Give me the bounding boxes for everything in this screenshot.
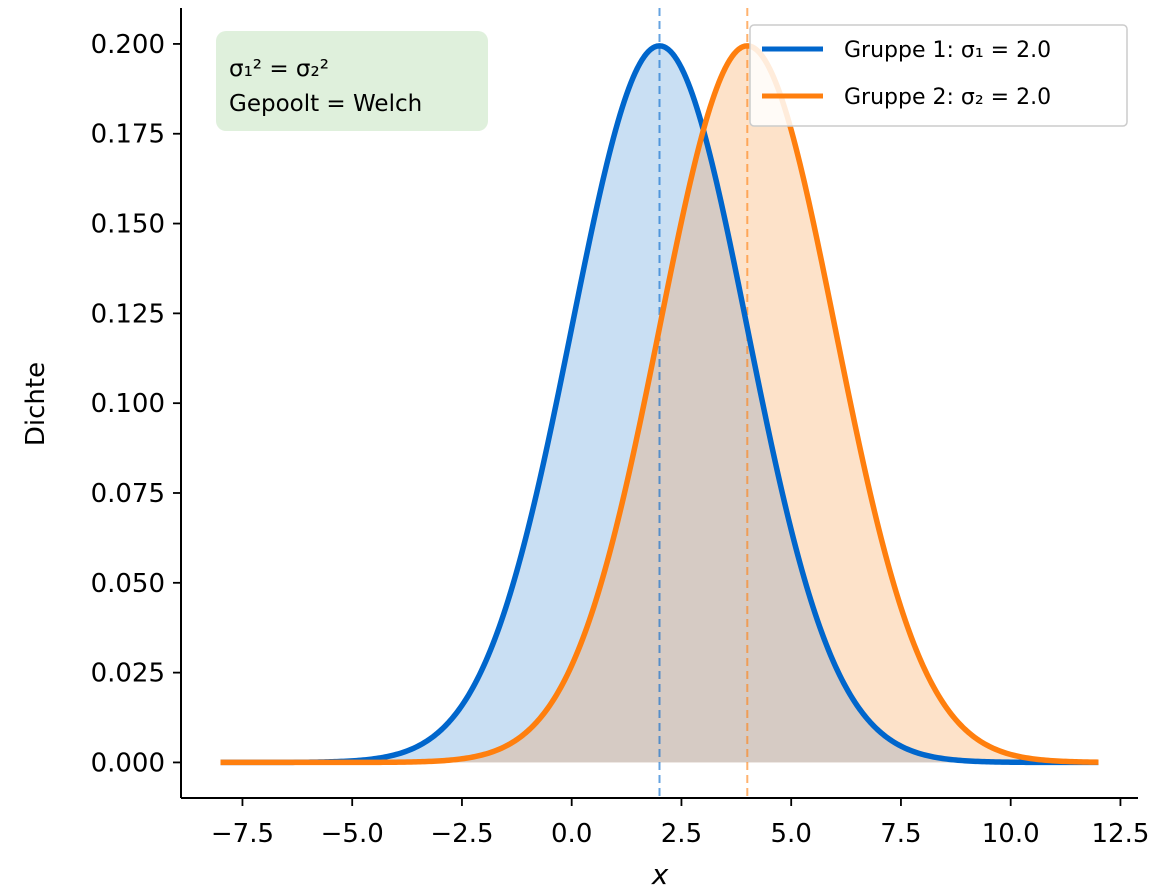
x-tick-label: −5.0 — [321, 819, 384, 849]
y-tick-label: 0.050 — [91, 569, 165, 599]
legend-frame — [749, 24, 1128, 127]
x-tick-label: 12.5 — [1091, 819, 1149, 849]
annotation-line-2: Gepoolt = Welch — [229, 91, 422, 117]
y-tick-label: 0.125 — [91, 299, 165, 329]
y-tick-label: 0.075 — [91, 479, 165, 509]
y-axis-label: Dichte — [21, 362, 51, 446]
x-tick-label: 7.5 — [880, 819, 921, 849]
x-tick-label: 0.0 — [551, 819, 592, 849]
legend-label-series-2: Gruppe 2: σ₂ = 2.0 — [844, 85, 1051, 110]
annotation-background — [216, 31, 488, 131]
x-tick-label: −7.5 — [211, 819, 274, 849]
mean-lines — [658, 8, 749, 798]
x-tick-label: 2.5 — [661, 819, 702, 849]
x-ticks: −7.5 −5.0 −2.5 0.0 2.5 5.0 7.5 10.0 12.5 — [211, 798, 1149, 849]
annotation-line-1: σ₁² = σ₂² — [229, 56, 329, 82]
y-ticks: 0.000 0.025 0.050 0.075 0.100 0.125 0.150 0.175… — [91, 30, 181, 778]
x-axis-label: x — [651, 858, 669, 891]
legend: Gruppe 1: σ₁ = 2.0 Gruppe 2: σ₂ = 2.0 — [749, 24, 1128, 127]
legend-label-series-1: Gruppe 1: σ₁ = 2.0 — [844, 38, 1051, 63]
y-tick-label: 0.175 — [91, 120, 165, 150]
y-tick-label: 0.100 — [91, 389, 165, 419]
x-tick-label: −2.5 — [430, 819, 493, 849]
density-curves — [219, 43, 1100, 766]
y-tick-label: 0.150 — [91, 210, 165, 240]
x-tick-label: 5.0 — [771, 819, 812, 849]
y-tick-label: 0.025 — [91, 659, 165, 689]
y-tick-label: 0.200 — [91, 30, 165, 60]
density-curve-series-2 — [219, 43, 1100, 766]
annotation-box: σ₁² = σ₂² Gepoolt = Welch — [216, 31, 488, 131]
y-tick-label: 0.000 — [91, 748, 165, 778]
density-overlap-fill — [220, 130, 1099, 763]
x-tick-label: 10.0 — [982, 819, 1040, 849]
